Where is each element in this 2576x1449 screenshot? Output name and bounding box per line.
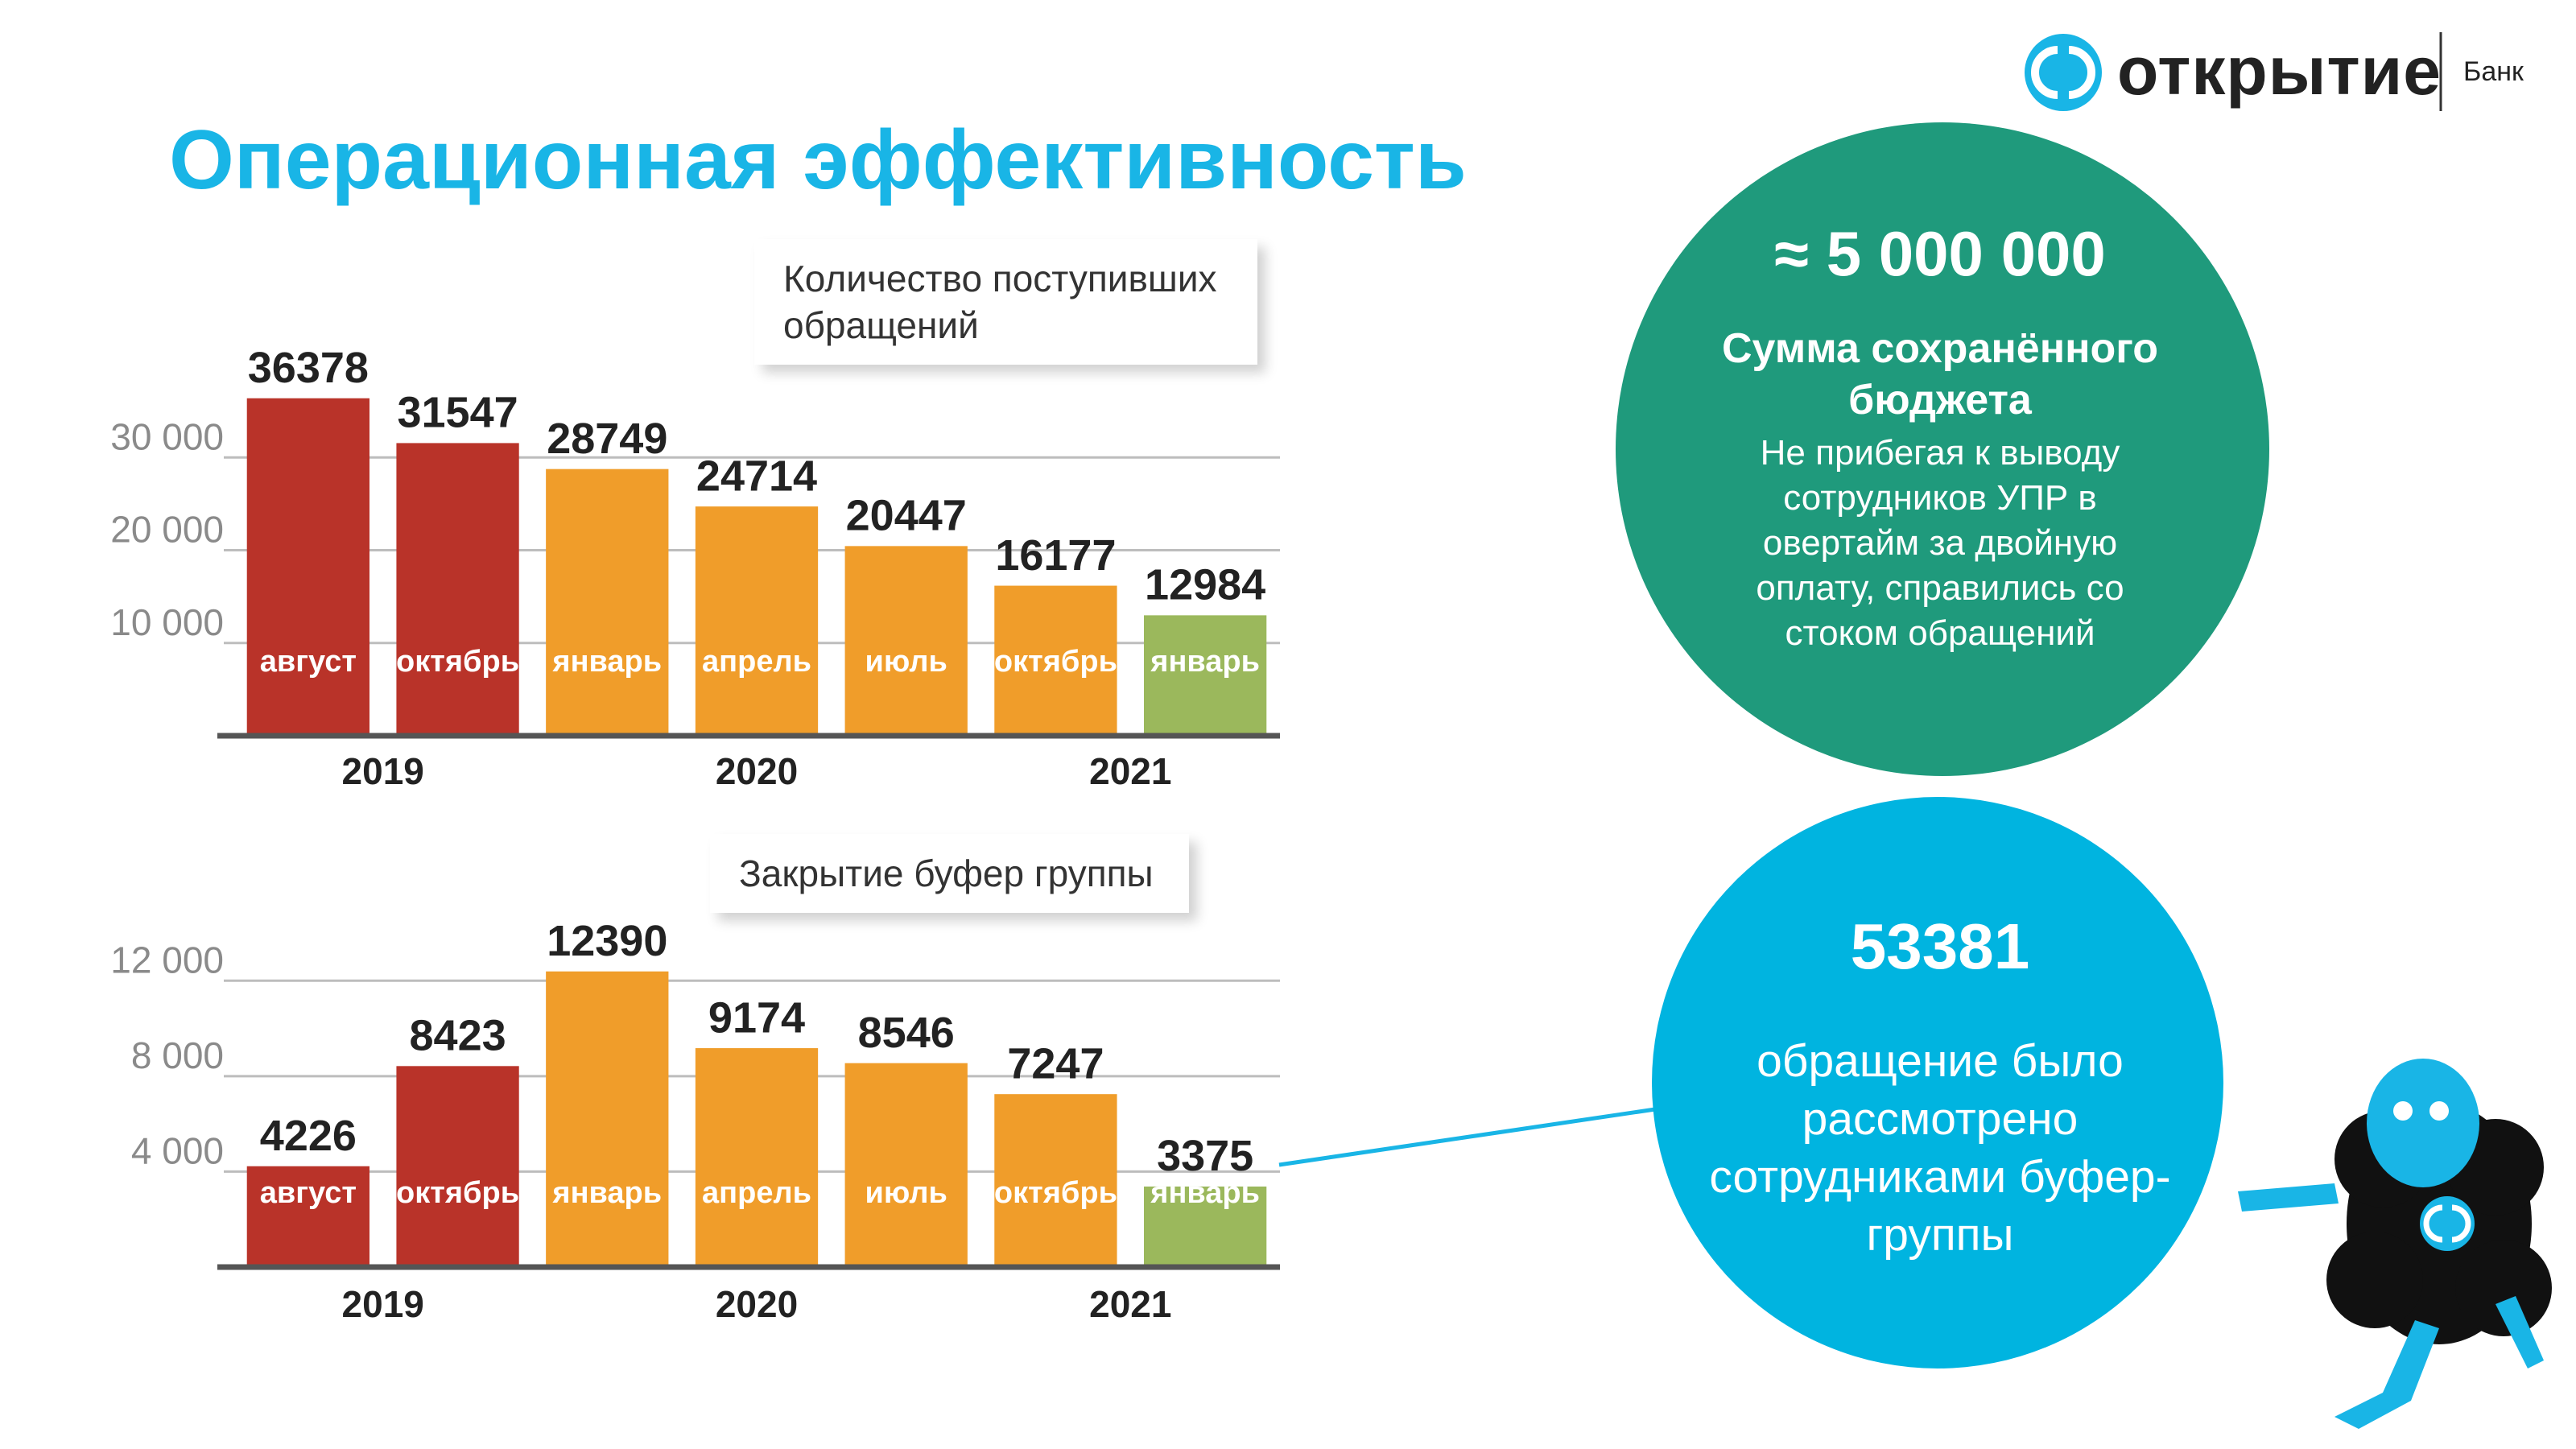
value-label: 16177 xyxy=(995,531,1116,580)
year-label: 2020 xyxy=(716,750,798,792)
bar xyxy=(546,971,669,1267)
mascot xyxy=(2238,1059,2552,1429)
category-label: август xyxy=(260,645,357,679)
y-tick-label: 20 000 xyxy=(110,509,224,551)
value-label: 4226 xyxy=(260,1112,357,1160)
value-label: 9174 xyxy=(708,993,805,1042)
category-label: август xyxy=(260,1176,357,1210)
year-label: 2019 xyxy=(342,750,424,792)
bar xyxy=(396,1066,519,1267)
value-label: 20447 xyxy=(846,492,967,540)
bar xyxy=(546,469,669,736)
bar xyxy=(695,1048,819,1267)
chart-title: Количество поступивших обращений xyxy=(754,239,1257,365)
callout-text: Не прибегая к выводу сотрудников УПР в о… xyxy=(1756,433,2124,653)
budget-callout: ≈ 5 000 000 Сумма сохранённого бюджета Н… xyxy=(1650,217,2230,656)
y-tick-label: 4 000 xyxy=(131,1130,224,1172)
callout-value: 53381 xyxy=(1850,910,2030,982)
value-label: 8546 xyxy=(858,1009,955,1057)
bar xyxy=(396,443,519,736)
bar xyxy=(1144,615,1267,736)
value-label: 36378 xyxy=(248,344,369,392)
category-label: январь xyxy=(551,645,662,679)
bar xyxy=(246,1166,369,1267)
bar xyxy=(994,1094,1117,1267)
category-label: январь xyxy=(1150,645,1260,679)
category-label: октябрь xyxy=(396,1176,519,1210)
callout-title: Сумма сохранённого бюджета xyxy=(1721,325,2159,423)
connector xyxy=(1278,1107,1656,1167)
value-label: 24714 xyxy=(696,452,817,500)
logo-name: открытие xyxy=(2117,33,2442,109)
category-label: апрель xyxy=(702,645,811,679)
bar xyxy=(246,398,369,736)
category-label: январь xyxy=(1150,1176,1260,1210)
bar xyxy=(1144,1186,1267,1267)
category-label: апрель xyxy=(702,1176,811,1210)
logo-icon xyxy=(2025,34,2102,111)
value-label: 31547 xyxy=(397,389,518,437)
value-label: 8423 xyxy=(410,1012,506,1060)
bar xyxy=(994,585,1117,736)
value-label: 3375 xyxy=(1157,1132,1253,1180)
bar xyxy=(844,546,968,736)
value-label: 28749 xyxy=(547,415,667,463)
bar xyxy=(695,506,819,736)
year-label: 2021 xyxy=(1089,1283,1171,1325)
logo-suffix: Банк xyxy=(2463,56,2524,87)
callout-text: обращение было рассмотрено сотрудниками … xyxy=(1709,1035,2171,1261)
value-label: 7247 xyxy=(1007,1039,1104,1088)
year-label: 2021 xyxy=(1089,750,1171,792)
callout-value: ≈ 5 000 000 xyxy=(1774,218,2106,289)
category-label: июль xyxy=(865,645,947,679)
slide-title: Операционная эффективность xyxy=(169,114,1467,207)
bar xyxy=(844,1063,968,1267)
category-label: июль xyxy=(865,1176,947,1210)
buffer-callout: 53381 обращение было рассмотрено сотрудн… xyxy=(1682,910,2198,1264)
category-label: октябрь xyxy=(994,1176,1117,1210)
y-tick-label: 30 000 xyxy=(110,415,224,457)
budget-circle xyxy=(1616,122,2269,776)
y-tick-label: 12 000 xyxy=(110,939,224,980)
year-label: 2019 xyxy=(342,1283,424,1325)
chart-title: Закрытие буфер группы xyxy=(710,834,1189,913)
value-label: 12390 xyxy=(547,917,667,965)
category-label: октябрь xyxy=(994,645,1117,679)
buffer-circle xyxy=(1652,797,2223,1368)
y-tick-label: 10 000 xyxy=(110,601,224,643)
y-tick-label: 8 000 xyxy=(131,1034,224,1076)
year-label: 2020 xyxy=(716,1283,798,1325)
category-label: октябрь xyxy=(396,645,519,679)
category-label: январь xyxy=(551,1176,662,1210)
value-label: 12984 xyxy=(1145,561,1265,609)
